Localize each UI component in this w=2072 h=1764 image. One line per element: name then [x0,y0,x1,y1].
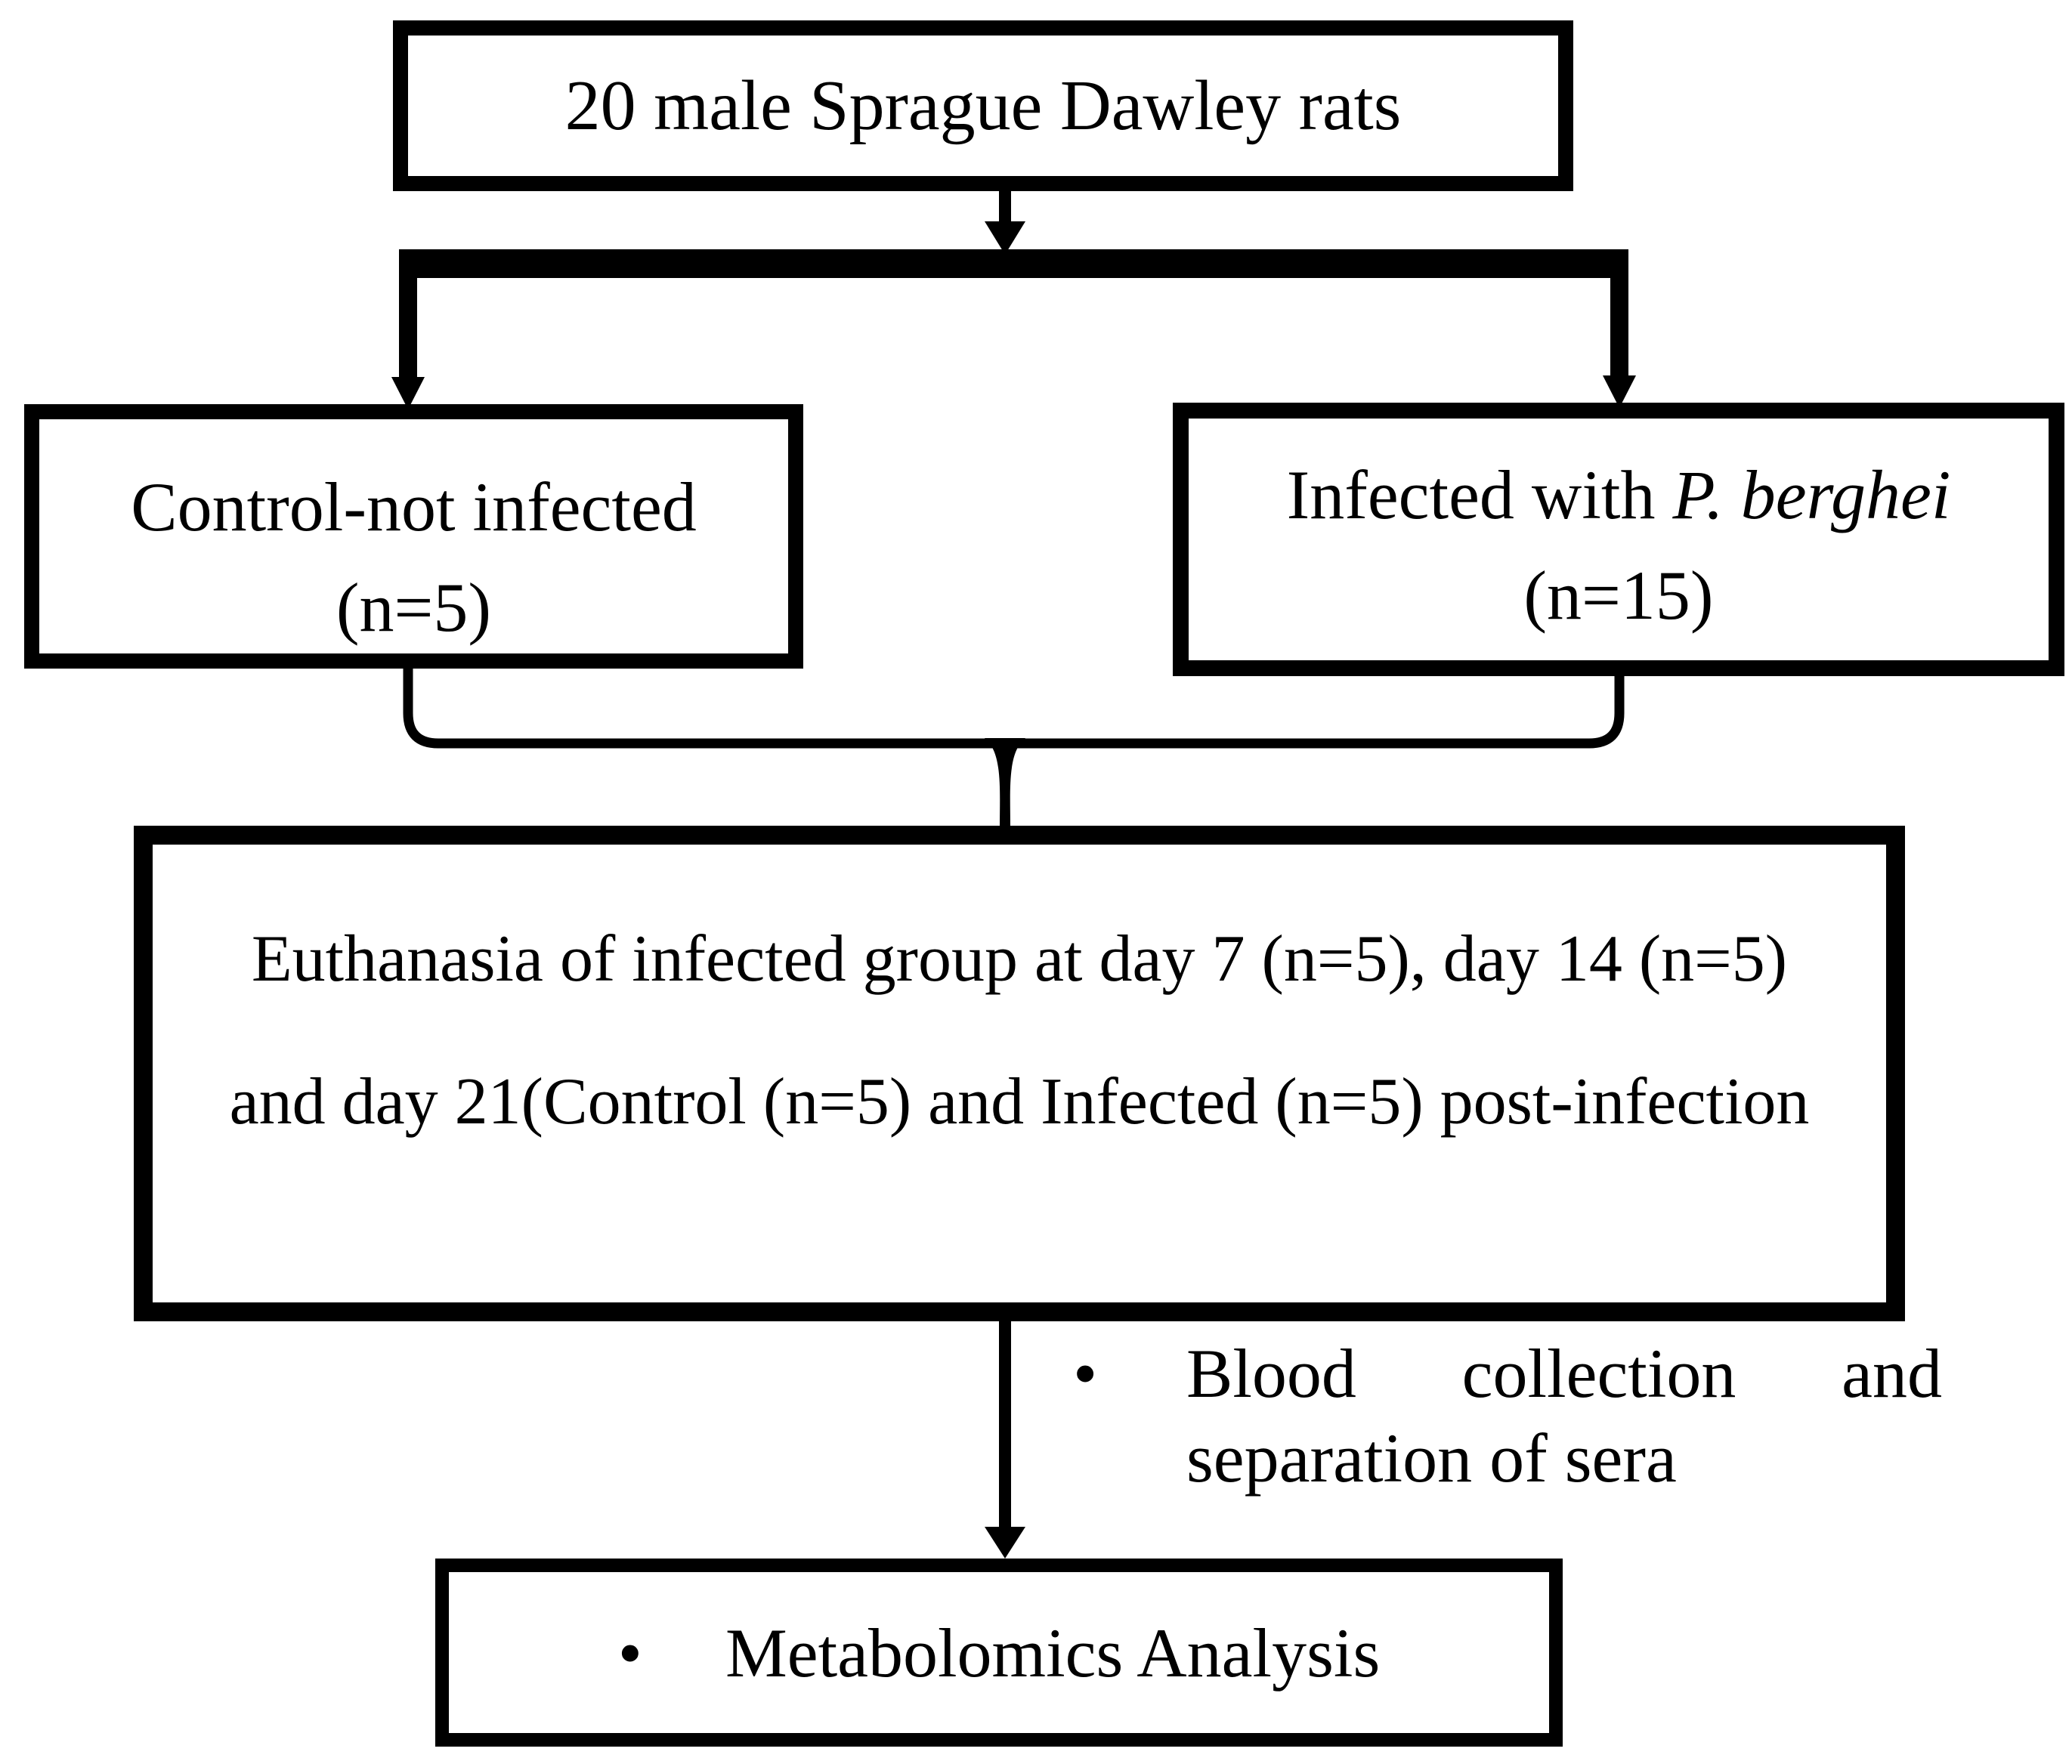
metabolomics-label: Metabolomics Analysis [725,1614,1381,1691]
infected-group-species: P. berghei [1672,456,1951,533]
bullet-icon: • [1073,1335,1098,1412]
euthanasia-line-2: and day 21(Control (n=5) and Infected (n… [229,1065,1810,1138]
blood-collection-line-1: Blood collection and [1186,1335,1942,1412]
control-group-label: Control-not infected [131,468,697,545]
arrow-bigbox-to-bottom [985,1318,1025,1559]
box-subjects-label: 20 male Sprague Dawley rats [564,66,1402,145]
control-group-count: (n=5) [336,569,492,646]
blood-collection-note: • Blood collection and separation of ser… [1073,1331,1942,1500]
infected-group-count: (n=15) [1523,557,1714,634]
box-control-group: Control-not infected (n=5) [24,404,803,669]
bullet-icon: • [617,1614,642,1691]
box-subjects: 20 male Sprague Dawley rats [393,20,1573,191]
branch-leg-left [391,264,425,409]
merge-brace [403,663,1625,827]
branch-leg-right [1603,264,1636,408]
box-euthanasia: Euthanasia of infected group at day 7 (n… [134,826,1905,1321]
infected-group-label: Infected with P. berghei [1189,445,2049,545]
box-metabolomics: • Metabolomics Analysis [435,1559,1563,1747]
arrow-top-to-branch [985,189,1025,255]
infected-group-label-prefix: Infected with [1286,456,1673,533]
euthanasia-line-1: Euthanasia of infected group at day 7 (n… [251,922,1788,996]
blood-collection-line-2: separation of sera [1186,1420,1677,1497]
box-infected-group: Infected with P. berghei (n=15) [1173,403,2064,676]
